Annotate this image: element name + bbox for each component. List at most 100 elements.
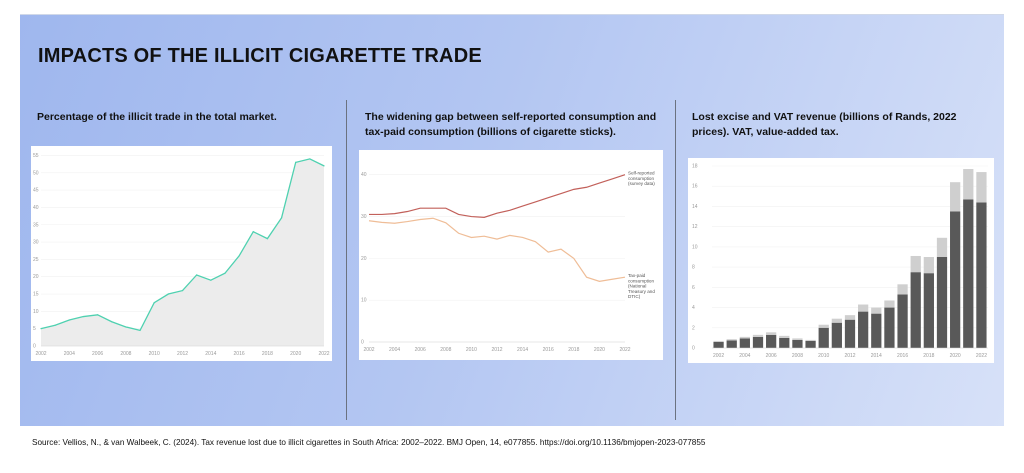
panel-2-title: The widening gap between self-reported c… [365, 111, 657, 138]
vat-bar [779, 335, 790, 338]
excise-bar [805, 340, 816, 348]
data-point [139, 329, 141, 332]
y-tick-label: 10 [692, 244, 698, 250]
x-tick-label: 2012 [844, 353, 855, 359]
excise-bar [831, 322, 842, 348]
vat-bar [858, 304, 869, 312]
y-tick-label: 8 [692, 265, 695, 271]
y-tick-label: 35 [33, 222, 39, 228]
y-tick-label: 10 [33, 309, 39, 315]
vat-bar [752, 334, 764, 337]
data-point [40, 328, 42, 330]
x-tick-label: 2022 [318, 351, 329, 357]
x-tick-label: 2002 [35, 351, 46, 357]
data-point [309, 158, 311, 160]
self-reported-line [369, 174, 626, 218]
vat-bar [792, 338, 803, 340]
y-tick-label: 14 [692, 204, 698, 210]
tax-paid-label: DTIC) [628, 294, 641, 299]
self-reported-label: (survey data) [628, 181, 655, 186]
area-fill [41, 158, 324, 346]
data-point [111, 321, 113, 323]
x-tick-label: 2020 [950, 353, 961, 359]
vat-bar [739, 336, 750, 339]
vat-bar [897, 284, 908, 295]
x-tick-label: 2018 [262, 351, 273, 357]
y-tick-label: 0 [33, 344, 36, 350]
data-point [68, 319, 70, 321]
x-tick-label: 2004 [389, 347, 400, 353]
x-tick-label: 2022 [619, 347, 630, 353]
x-tick-label: 2014 [517, 347, 528, 353]
data-point [97, 314, 99, 316]
tax-paid-label: consumption [628, 278, 654, 283]
x-tick-label: 2020 [290, 351, 301, 357]
excise-bar [936, 257, 948, 348]
data-point [125, 326, 127, 328]
x-tick-label: 2014 [205, 351, 216, 357]
data-point [238, 255, 240, 257]
x-tick-label: 2008 [440, 347, 451, 353]
data-point [196, 274, 198, 276]
y-tick-label: 20 [33, 274, 39, 280]
panel-3-title: Lost excise and VAT revenue (billions of… [692, 111, 957, 138]
excise-bar [726, 340, 737, 348]
data-point [280, 217, 283, 219]
x-tick-label: 2016 [543, 347, 554, 353]
data-point [266, 238, 268, 240]
y-tick-label: 2 [692, 325, 695, 331]
vat-bar [713, 340, 724, 342]
y-tick-label: 30 [33, 240, 39, 246]
vat-bar [936, 237, 948, 257]
x-tick-label: 2012 [177, 351, 188, 357]
x-tick-label: 2008 [792, 353, 803, 359]
excise-bar [910, 272, 921, 348]
data-point [181, 289, 184, 292]
page-title: IMPACTS OF THE ILLICIT CIGARETTE TRADE [38, 45, 482, 67]
excise-bar [844, 319, 856, 348]
lost-revenue-chart: 0 2 4 6 8 10 12 14 16 18 2002 2004 2006 2008 2010 2012 2… [688, 158, 994, 363]
y-tick-label: 55 [33, 153, 39, 159]
excise-bar [976, 202, 987, 348]
excise-bar [858, 311, 869, 348]
x-tick-label: 2006 [415, 347, 426, 353]
x-tick-label: 2006 [92, 351, 103, 357]
excise-bar [779, 337, 790, 348]
panel-divider-right [675, 100, 676, 420]
y-tick-label: 10 [361, 298, 367, 304]
excise-bar [897, 294, 908, 348]
excise-bar [752, 336, 764, 348]
y-tick-label: 18 [692, 164, 698, 170]
slide-background: IMPACTS OF THE ILLICIT CIGARETTE TRADE P… [20, 14, 1004, 426]
data-point [323, 165, 325, 167]
excise-bar [713, 341, 724, 348]
x-tick-label: 2010 [149, 351, 160, 357]
panel-1-title: Percentage of the illicit trade in the t… [37, 111, 277, 123]
x-tick-label: 2006 [766, 353, 777, 359]
self-reported-label: consumption [628, 176, 654, 181]
y-tick-label: 12 [692, 224, 698, 230]
data-point [295, 161, 297, 163]
x-tick-label: 2018 [568, 347, 579, 353]
vat-bar [871, 307, 882, 314]
y-tick-label: 50 [33, 170, 39, 176]
vat-bar [766, 332, 777, 335]
consumption-gap-chart: 0 10 20 30 40 Self-reported consumption (survey… [359, 150, 663, 360]
x-tick-label: 2012 [491, 347, 502, 353]
vat-bar [726, 339, 737, 341]
x-tick-label: 2016 [897, 353, 908, 359]
data-point [54, 324, 56, 326]
x-tick-label: 2022 [976, 353, 987, 359]
y-tick-label: 30 [361, 214, 367, 220]
x-tick-label: 2016 [234, 351, 245, 357]
y-tick-label: 25 [33, 257, 39, 263]
excise-bar [739, 338, 750, 348]
y-tick-label: 20 [361, 256, 367, 262]
excise-bar [950, 211, 961, 348]
data-point [252, 231, 254, 233]
vat-bar [844, 315, 856, 320]
tax-paid-line [368, 217, 626, 282]
vat-bar [831, 318, 842, 323]
data-point [167, 293, 169, 295]
